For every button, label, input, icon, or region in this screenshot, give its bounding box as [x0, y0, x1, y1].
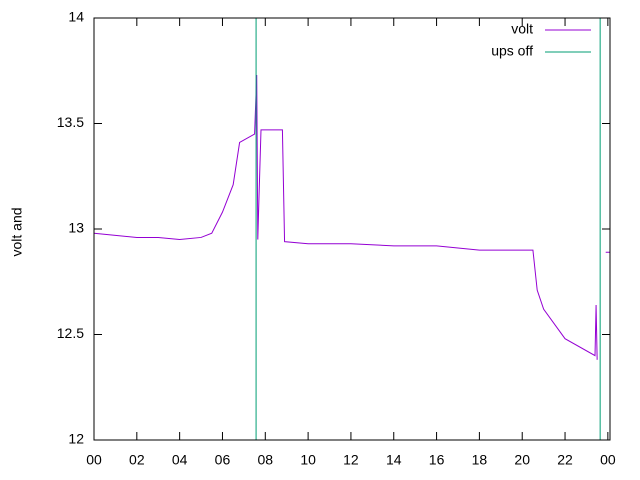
x-tick-label: 10	[300, 452, 316, 468]
series-line	[93, 74, 610, 360]
x-tick-label: 12	[343, 452, 359, 468]
x-tick-label: 00	[600, 452, 616, 468]
y-tick-label: 14	[68, 9, 84, 25]
y-tick-label: 12.5	[57, 325, 84, 341]
x-tick-label: 18	[472, 452, 488, 468]
x-tick-label: 02	[129, 452, 145, 468]
x-tick-label: 00	[86, 452, 102, 468]
y-tick-label: 13.5	[57, 114, 84, 130]
x-tick-label: 06	[215, 452, 231, 468]
y-axis-label: volt and	[9, 207, 25, 256]
x-tick-label: 04	[172, 452, 188, 468]
x-tick-label: 22	[557, 452, 573, 468]
x-tick-label: 16	[429, 452, 445, 468]
legend-label: volt	[511, 21, 533, 37]
x-tick-label: 08	[257, 452, 273, 468]
x-tick-label: 14	[386, 452, 402, 468]
plot-frame	[93, 17, 611, 441]
x-tick-label: 20	[514, 452, 530, 468]
series-line	[255, 18, 601, 440]
y-tick-label: 13	[68, 220, 84, 236]
y-tick-label: 12	[68, 431, 84, 447]
legend-label: ups off	[491, 43, 533, 59]
